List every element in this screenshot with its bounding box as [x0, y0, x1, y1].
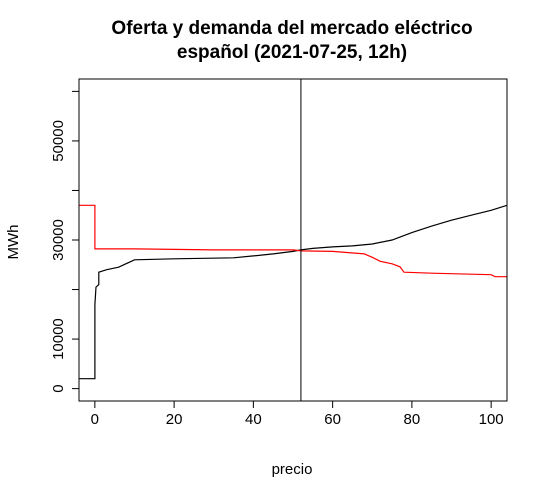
- x-tick-label: 60: [324, 411, 341, 428]
- x-axis-label: precio: [272, 461, 313, 478]
- x-tick-label: 40: [245, 411, 262, 428]
- plot-frame: [78, 78, 508, 402]
- chart-subtitle: español (2021-07-25, 12h): [177, 42, 407, 63]
- x-tick-label: 100: [479, 411, 504, 428]
- axes: 0 20 40 60 80 100 0 10000 30000 50000: [50, 90, 504, 428]
- supply-curve: [79, 204, 508, 380]
- series-layer: [79, 204, 508, 380]
- x-tick-label: 20: [166, 411, 183, 428]
- y-tick-label: 0: [50, 384, 67, 392]
- y-tick-label: 50000: [50, 120, 67, 162]
- chart-title: Oferta y demanda del mercado eléctrico: [111, 18, 472, 39]
- y-tick-label: 30000: [50, 219, 67, 261]
- x-tick-label: 0: [91, 411, 99, 428]
- y-axis-label: MWh: [5, 225, 22, 260]
- x-tick-label: 80: [404, 411, 421, 428]
- y-tick-label: 10000: [50, 318, 67, 360]
- demand-curve: [79, 204, 507, 278]
